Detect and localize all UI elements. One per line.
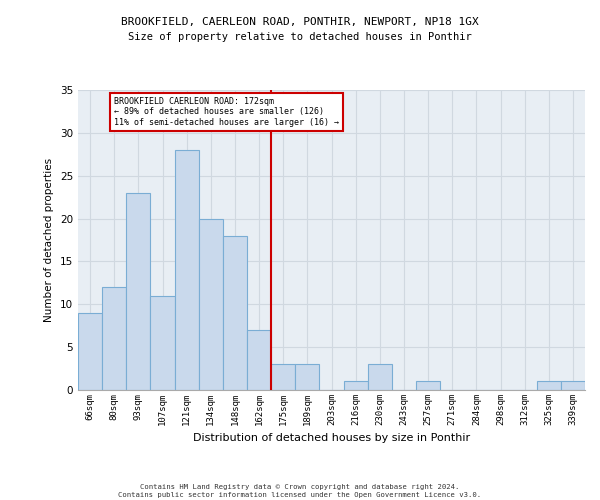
Bar xyxy=(126,193,151,390)
Bar xyxy=(561,382,585,390)
Y-axis label: Number of detached properties: Number of detached properties xyxy=(44,158,55,322)
Text: Size of property relative to detached houses in Ponthir: Size of property relative to detached ho… xyxy=(128,32,472,42)
Bar xyxy=(247,330,271,390)
Bar xyxy=(175,150,199,390)
Bar xyxy=(78,313,102,390)
Bar xyxy=(368,364,392,390)
X-axis label: Distribution of detached houses by size in Ponthir: Distribution of detached houses by size … xyxy=(193,434,470,444)
Bar xyxy=(344,382,368,390)
Bar xyxy=(537,382,561,390)
Text: BROOKFIELD, CAERLEON ROAD, PONTHIR, NEWPORT, NP18 1GX: BROOKFIELD, CAERLEON ROAD, PONTHIR, NEWP… xyxy=(121,18,479,28)
Bar xyxy=(416,382,440,390)
Text: BROOKFIELD CAERLEON ROAD: 172sqm
← 89% of detached houses are smaller (126)
11% : BROOKFIELD CAERLEON ROAD: 172sqm ← 89% o… xyxy=(114,97,339,126)
Bar xyxy=(223,236,247,390)
Bar xyxy=(271,364,295,390)
Text: Contains HM Land Registry data © Crown copyright and database right 2024.
Contai: Contains HM Land Registry data © Crown c… xyxy=(118,484,482,498)
Bar xyxy=(199,218,223,390)
Bar xyxy=(151,296,175,390)
Bar xyxy=(295,364,319,390)
Bar xyxy=(102,287,126,390)
